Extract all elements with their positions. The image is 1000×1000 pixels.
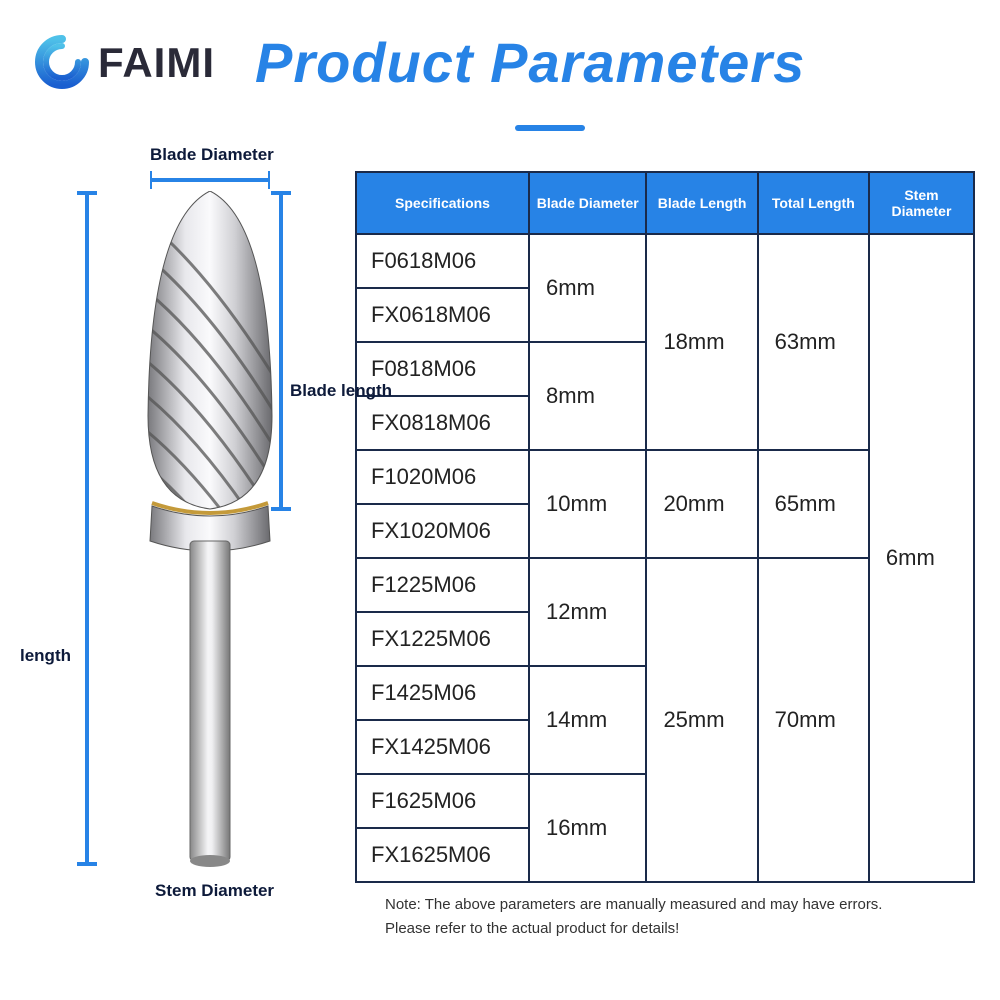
cell-spec: FX0818M06 bbox=[356, 396, 529, 450]
table-header-row: Specifications Blade Diameter Blade Leng… bbox=[356, 172, 974, 234]
label-length: length bbox=[20, 646, 71, 666]
logo-swirl-icon bbox=[35, 35, 90, 90]
label-blade-diameter: Blade Diameter bbox=[150, 145, 274, 165]
cell-spec: FX0618M06 bbox=[356, 288, 529, 342]
note-line-2: Please refer to the actual product for d… bbox=[385, 917, 975, 941]
note-block: Note: The above parameters are manually … bbox=[355, 893, 975, 941]
cell-total-length: 70mm bbox=[758, 558, 869, 882]
cell-blade-diameter: 10mm bbox=[529, 450, 646, 558]
title-underline bbox=[515, 125, 585, 131]
note-line-1: Note: The above parameters are manually … bbox=[385, 893, 975, 917]
parameters-table: Specifications Blade Diameter Blade Leng… bbox=[355, 171, 975, 883]
cell-stem-diameter: 6mm bbox=[869, 234, 974, 882]
th-spec: Specifications bbox=[356, 172, 529, 234]
label-stem-diameter: Stem Diameter bbox=[155, 881, 274, 901]
cell-blade-length: 20mm bbox=[646, 450, 757, 558]
header: FAIMI Product Parameters bbox=[0, 0, 1000, 105]
cell-blade-diameter: 8mm bbox=[529, 342, 646, 450]
cell-total-length: 63mm bbox=[758, 234, 869, 450]
cell-spec: FX1020M06 bbox=[356, 504, 529, 558]
cell-spec: FX1425M06 bbox=[356, 720, 529, 774]
table-row: F0618M06 6mm 18mm 63mm 6mm bbox=[356, 234, 974, 288]
blade-diameter-bracket-icon bbox=[150, 171, 270, 189]
cell-blade-diameter: 16mm bbox=[529, 774, 646, 882]
cell-blade-diameter: 12mm bbox=[529, 558, 646, 666]
cell-spec: FX1225M06 bbox=[356, 612, 529, 666]
cell-spec: F1425M06 bbox=[356, 666, 529, 720]
brand-logo: FAIMI bbox=[35, 35, 215, 90]
length-dim-line bbox=[85, 191, 89, 866]
th-stem-diameter: Stem Diameter bbox=[869, 172, 974, 234]
cell-spec: F1225M06 bbox=[356, 558, 529, 612]
th-blade-length: Blade Length bbox=[646, 172, 757, 234]
cell-spec: F0618M06 bbox=[356, 234, 529, 288]
label-blade-length: Blade length bbox=[290, 381, 392, 401]
cell-spec: F1020M06 bbox=[356, 450, 529, 504]
cell-spec: F1625M06 bbox=[356, 774, 529, 828]
tool-illustration bbox=[130, 191, 290, 871]
th-total-length: Total Length bbox=[758, 172, 869, 234]
th-blade-diameter: Blade Diameter bbox=[529, 172, 646, 234]
cell-blade-diameter: 14mm bbox=[529, 666, 646, 774]
cell-blade-length: 18mm bbox=[646, 234, 757, 450]
diagram-panel: Blade Diameter length Blade length Stem … bbox=[30, 141, 335, 941]
brand-text: FAIMI bbox=[98, 39, 215, 87]
cell-spec: FX1625M06 bbox=[356, 828, 529, 882]
cell-blade-length: 25mm bbox=[646, 558, 757, 882]
page-title: Product Parameters bbox=[255, 30, 805, 95]
cell-total-length: 65mm bbox=[758, 450, 869, 558]
cell-blade-diameter: 6mm bbox=[529, 234, 646, 342]
